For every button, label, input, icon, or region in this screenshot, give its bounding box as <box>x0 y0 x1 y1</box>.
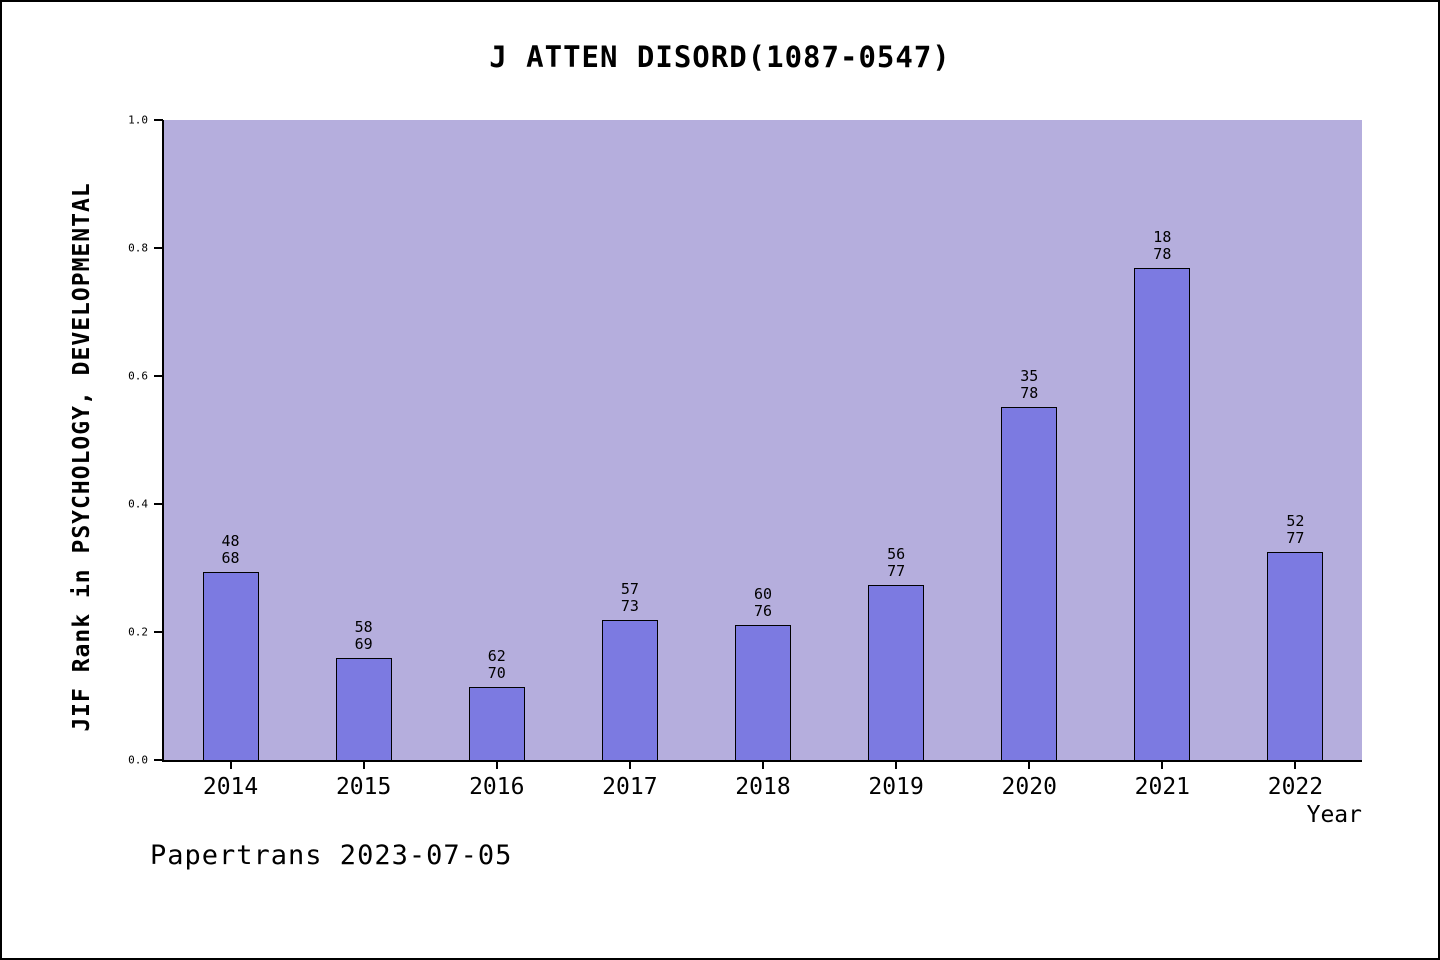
bar-value-label: 18 78 <box>1153 227 1172 263</box>
bar-value-line: 73 <box>620 596 639 615</box>
bar <box>601 619 658 760</box>
x-tick-label: 2017 <box>602 774 658 800</box>
bar <box>1134 267 1191 760</box>
plot-area: 0.0 0.2 0.4 0.6 0.8 1.0 48 68 2014 58 69 2015 62 70 20… <box>128 114 1362 800</box>
y-tick-mark <box>154 759 163 761</box>
x-tick-label: 2016 <box>469 774 525 800</box>
x-tick-mark <box>362 760 365 769</box>
bar-value-line: 77 <box>887 562 906 581</box>
x-tick-label: 2020 <box>1001 774 1057 800</box>
bar-value-line: 69 <box>354 635 373 654</box>
bar-value-label: 35 78 <box>1020 368 1038 402</box>
y-tick-label: 1.0 <box>128 113 148 127</box>
bar-value-line: 52 <box>1286 512 1305 530</box>
bar <box>1001 407 1058 760</box>
x-tick-label: 2015 <box>335 774 392 800</box>
x-tick-label: 2014 <box>202 774 259 800</box>
bar-value-line: 58 <box>354 618 373 637</box>
y-tick-mark <box>154 503 163 505</box>
bar <box>735 624 791 760</box>
x-tick-mark <box>495 760 498 769</box>
bar-value-label: 62 70 <box>488 648 506 682</box>
bar-value-label: 60 76 <box>753 584 773 620</box>
y-tick-label: 0.2 <box>128 625 148 639</box>
y-tick-label: 0.0 <box>128 753 148 767</box>
x-tick-mark <box>762 760 764 769</box>
bar-value-line: 78 <box>1153 244 1172 263</box>
bar-value-line: 62 <box>487 647 506 666</box>
y-tick-mark <box>154 247 163 249</box>
x-tick-mark <box>1161 760 1164 769</box>
footer-note: Papertrans 2023-07-05 <box>150 840 513 871</box>
chart-title: J ATTEN DISORD(1087-0547) <box>489 40 951 74</box>
bar-value-line: 18 <box>1153 227 1172 246</box>
bar-value-line: 57 <box>620 579 639 598</box>
bar-value-line: 48 <box>221 531 240 550</box>
y-tick-label: 0.8 <box>128 241 148 255</box>
x-tick-mark <box>1028 760 1031 769</box>
bar-value-line: 60 <box>753 584 773 603</box>
bar-value-label: 56 77 <box>887 546 905 580</box>
x-tick-label: 2022 <box>1267 774 1324 800</box>
x-tick-mark <box>229 760 232 769</box>
bar-value-label: 57 73 <box>620 579 639 615</box>
x-tick-mark <box>628 760 631 769</box>
x-tick-mark <box>1294 760 1297 769</box>
x-axis-label: Year <box>1306 802 1362 828</box>
y-tick-label: 0.4 <box>128 497 148 511</box>
bar-value-label: 48 68 <box>221 531 240 567</box>
bar-value-line: 70 <box>487 664 506 683</box>
bar-value-line: 76 <box>753 601 773 620</box>
bar <box>1267 552 1324 760</box>
bar <box>202 571 259 760</box>
bar-value-label: 52 77 <box>1286 513 1304 547</box>
y-axis-label: JIF Rank in PSYCHOLOGY, DEVELOPMENTAL <box>69 182 95 732</box>
bar-value-label: 58 69 <box>355 619 373 653</box>
bar-value-line: 78 <box>1020 384 1039 403</box>
bar-value-line: 35 <box>1020 367 1039 386</box>
x-tick-mark <box>895 760 898 769</box>
bar <box>335 658 392 760</box>
y-tick-mark <box>154 631 163 633</box>
bar <box>468 687 525 760</box>
bar-value-line: 56 <box>887 545 906 564</box>
bar <box>868 585 925 760</box>
y-tick-mark <box>154 375 163 377</box>
x-tick-label: 2019 <box>868 774 924 800</box>
y-tick-label: 0.6 <box>128 369 148 383</box>
y-tick-mark <box>154 119 163 121</box>
x-tick-label: 2021 <box>1134 774 1191 800</box>
bar-value-line: 77 <box>1286 529 1305 547</box>
bar-value-line: 68 <box>221 548 240 567</box>
x-tick-label: 2018 <box>735 774 791 800</box>
